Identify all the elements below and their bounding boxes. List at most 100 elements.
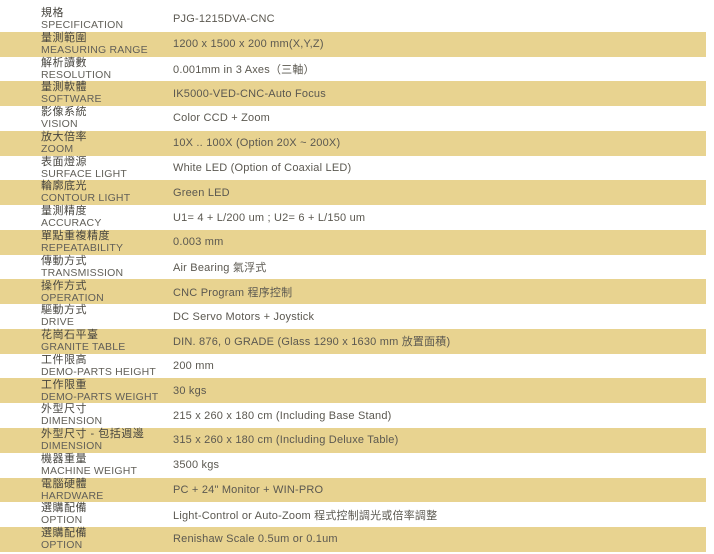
row-label: 輪廓底光 CONTOUR LIGHT (0, 180, 173, 205)
label-zh: 外型尺寸 - 包括週邊 (41, 428, 145, 441)
row-value: Air Bearing 氣浮式 (173, 262, 267, 275)
row-value: PC + 24" Monitor + WIN-PRO (173, 483, 324, 496)
label-en: ACCURACY (41, 217, 102, 230)
row-value: CNC Program 程序控制 (173, 286, 293, 299)
label-zh: 量測範圍 (41, 31, 87, 44)
row-value: U1= 4 + L/200 um ; U2= 6 + L/150 um (173, 211, 366, 224)
label-zh: 規格 (41, 7, 64, 20)
label-en: DEMO-PARTS WEIGHT (41, 390, 159, 403)
label-en: CONTOUR LIGHT (41, 192, 131, 205)
specification-table: 規格 SPECIFICATION PJG-1215DVA-CNC 量測範圍 ME… (0, 7, 714, 552)
label-zh: 驅動方式 (41, 304, 87, 317)
row-label: 放大倍率 ZOOM (0, 131, 173, 156)
label-zh: 單點重複精度 (41, 230, 110, 243)
row-value: 0.003 mm (173, 236, 224, 249)
row-label: 選購配備 OPTION (0, 502, 173, 527)
table-row: 量測範圍 MEASURING RANGE 1200 x 1500 x 200 m… (0, 31, 706, 57)
row-label: 量測精度 ACCURACY (0, 205, 173, 230)
row-value: Light-Control or Auto-Zoom 程式控制調光或倍率調整 (173, 509, 438, 522)
label-zh: 工件限高 (41, 353, 87, 366)
row-value: Renishaw Scale 0.5um or 0.1um (173, 533, 338, 546)
label-en: OPTION (41, 514, 83, 527)
table-row: 規格 SPECIFICATION PJG-1215DVA-CNC (0, 7, 706, 32)
label-zh: 選購配備 (41, 502, 87, 515)
label-en: TRANSMISSION (41, 266, 124, 279)
row-value: IK5000-VED-CNC-Auto Focus (173, 87, 326, 100)
table-row: 輪廓底光 CONTOUR LIGHT Green LED (0, 180, 706, 206)
table-row: 傳動方式 TRANSMISSION Air Bearing 氣浮式 (0, 255, 706, 280)
label-zh: 工作限重 (41, 378, 87, 391)
label-en: OPERATION (41, 291, 104, 304)
label-zh: 外型尺寸 (41, 403, 87, 416)
label-zh: 操作方式 (41, 279, 87, 292)
table-row: 解析讀數 RESOLUTION 0.001mm in 3 Axes（三軸） (0, 57, 706, 82)
row-label: 規格 SPECIFICATION (0, 7, 173, 32)
label-zh: 電腦硬體 (41, 477, 87, 490)
row-value: Green LED (173, 186, 230, 199)
label-en: SURFACE LIGHT (41, 167, 128, 180)
table-row: 單點重複精度 REPEATABILITY 0.003 mm (0, 229, 706, 255)
row-label: 花崗石平臺 GRANITE TABLE (0, 329, 173, 354)
row-value: 215 x 260 x 180 cm (Including Base Stand… (173, 409, 392, 422)
row-value: DIN. 876, 0 GRADE (Glass 1290 x 1630 mm … (173, 336, 451, 349)
label-zh: 選購配備 (41, 527, 87, 540)
label-zh: 影像系統 (41, 106, 87, 119)
table-row: 選購配備 OPTION Renishaw Scale 0.5um or 0.1u… (0, 527, 706, 552)
row-label: 機器重量 MACHINE WEIGHT (0, 453, 173, 478)
label-en: DIMENSION (41, 415, 103, 428)
label-en: DRIVE (41, 316, 75, 329)
table-row: 選購配備 OPTION Light-Control or Auto-Zoom 程… (0, 502, 706, 527)
label-zh: 量測軟體 (41, 81, 87, 94)
row-value: 30 kgs (173, 384, 207, 397)
label-en: HARDWARE (41, 489, 104, 502)
table-row: 驅動方式 DRIVE DC Servo Motors + Joystick (0, 304, 706, 329)
row-value: 1200 x 1500 x 200 mm(X,Y,Z) (173, 38, 324, 51)
label-zh: 放大倍率 (41, 130, 87, 143)
row-label: 外型尺寸 DIMENSION (0, 403, 173, 428)
label-en: GRANITE TABLE (41, 341, 126, 354)
row-label: 量測軟體 SOFTWARE (0, 81, 173, 106)
table-row: 放大倍率 ZOOM 10X .. 100X (Option 20X ~ 200X… (0, 130, 706, 156)
label-en: MACHINE WEIGHT (41, 464, 138, 477)
row-value: PJG-1215DVA-CNC (173, 13, 275, 26)
label-en: ZOOM (41, 142, 74, 155)
label-en: SOFTWARE (41, 93, 102, 106)
row-value: White LED (Option of Coaxial LED) (173, 161, 352, 174)
row-label: 解析讀數 RESOLUTION (0, 57, 173, 82)
table-row: 影像系統 VISION Color CCD + Zoom (0, 106, 706, 131)
table-row: 操作方式 OPERATION CNC Program 程序控制 (0, 279, 706, 305)
label-en: VISION (41, 118, 78, 131)
row-value: 315 x 260 x 180 cm (Including Deluxe Tab… (173, 434, 399, 447)
row-label: 電腦硬體 HARDWARE (0, 478, 173, 503)
row-label: 工作限重 DEMO-PARTS WEIGHT (0, 378, 173, 403)
table-row: 量測精度 ACCURACY U1= 4 + L/200 um ; U2= 6 +… (0, 205, 706, 230)
row-label: 表面燈源 SURFACE LIGHT (0, 156, 173, 181)
row-label: 影像系統 VISION (0, 106, 173, 131)
table-row: 電腦硬體 HARDWARE PC + 24" Monitor + WIN-PRO (0, 477, 706, 503)
row-label: 單點重複精度 REPEATABILITY (0, 230, 173, 255)
table-row: 外型尺寸 - 包括週邊 DIMENSION 315 x 260 x 180 cm… (0, 428, 706, 453)
table-row: 工件限高 DEMO-PARTS HEIGHT 200 mm (0, 354, 706, 379)
label-en: DEMO-PARTS HEIGHT (41, 365, 157, 378)
label-zh: 表面燈源 (41, 155, 87, 168)
row-label: 量測範圍 MEASURING RANGE (0, 32, 173, 57)
table-row: 量測軟體 SOFTWARE IK5000-VED-CNC-Auto Focus (0, 81, 706, 107)
row-label: 驅動方式 DRIVE (0, 304, 173, 329)
table-row: 表面燈源 SURFACE LIGHT White LED (Option of … (0, 156, 706, 181)
row-value: 200 mm (173, 360, 214, 373)
label-en: MEASURING RANGE (41, 43, 148, 56)
row-label: 外型尺寸 - 包括週邊 DIMENSION (0, 428, 173, 453)
table-row: 外型尺寸 DIMENSION 215 x 260 x 180 cm (Inclu… (0, 403, 706, 428)
label-en: SPECIFICATION (41, 19, 124, 32)
row-value: 10X .. 100X (Option 20X ~ 200X) (173, 137, 341, 150)
table-row: 機器重量 MACHINE WEIGHT 3500 kgs (0, 453, 706, 478)
label-en: OPTION (41, 539, 83, 552)
row-label: 傳動方式 TRANSMISSION (0, 255, 173, 280)
label-en: DIMENSION (41, 440, 103, 453)
label-zh: 機器重量 (41, 452, 87, 465)
row-value: Color CCD + Zoom (173, 112, 271, 125)
table-row: 工作限重 DEMO-PARTS WEIGHT 30 kgs (0, 378, 706, 404)
label-en: RESOLUTION (41, 68, 112, 81)
row-value: 3500 kgs (173, 459, 220, 472)
